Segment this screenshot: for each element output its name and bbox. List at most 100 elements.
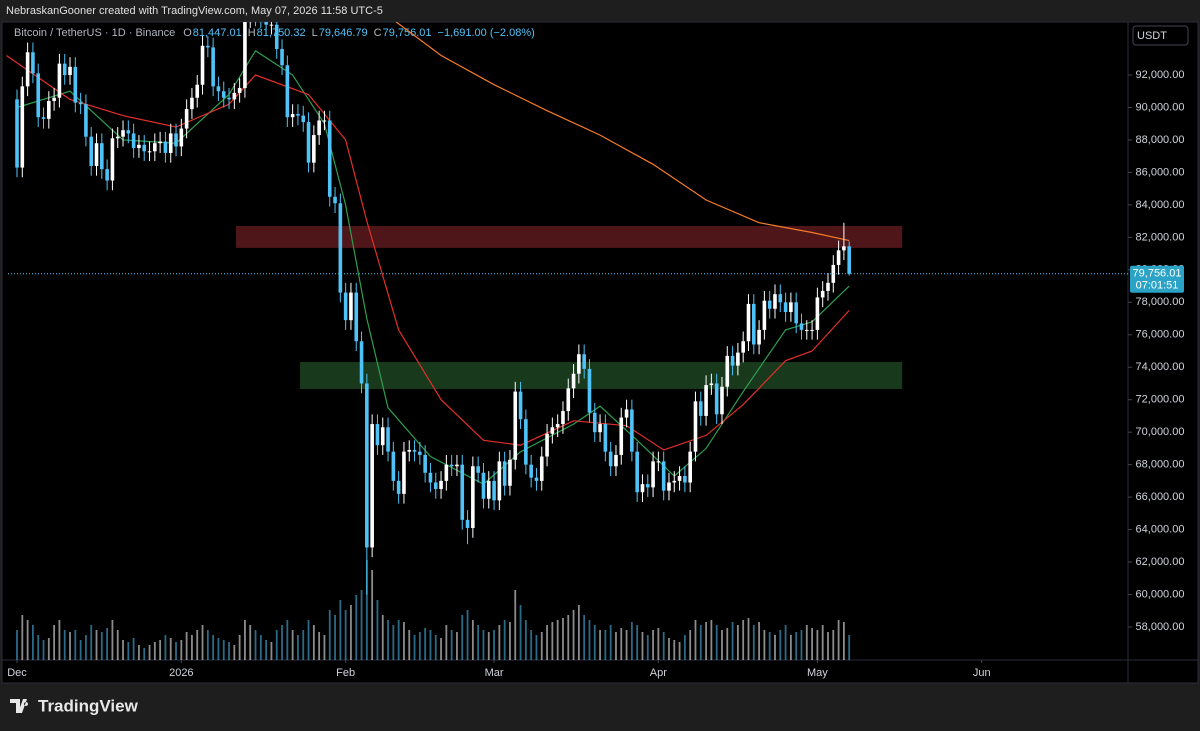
candle-body bbox=[534, 477, 539, 481]
candle-body bbox=[582, 354, 586, 369]
volume-bar bbox=[159, 640, 162, 660]
volume-bar bbox=[445, 625, 448, 660]
volume-bar bbox=[143, 648, 146, 660]
volume-bar bbox=[16, 630, 18, 660]
candle-body bbox=[184, 109, 189, 129]
volume-bar bbox=[286, 620, 289, 660]
volume-bar bbox=[95, 630, 98, 660]
volume-bar bbox=[747, 618, 750, 660]
candle-body bbox=[179, 128, 184, 147]
candle-body bbox=[423, 454, 427, 473]
volume-bar bbox=[79, 640, 82, 660]
candle-body bbox=[630, 409, 634, 452]
volume-bar bbox=[652, 630, 654, 660]
volume-bar bbox=[212, 635, 215, 660]
candle-body bbox=[396, 480, 401, 494]
candle-body bbox=[78, 102, 83, 105]
volume-bar bbox=[625, 630, 628, 660]
volume-bar bbox=[842, 622, 845, 660]
candle-body bbox=[810, 329, 814, 331]
candle-body bbox=[815, 297, 820, 330]
currency[interactable]: USDT bbox=[1137, 30, 1167, 42]
candle-body bbox=[545, 433, 549, 457]
candle-body bbox=[301, 115, 306, 123]
volume-bar bbox=[800, 630, 803, 660]
volume-bar bbox=[196, 630, 199, 660]
volume-bar bbox=[74, 630, 77, 660]
volume-bar bbox=[699, 625, 702, 660]
volume-bar bbox=[530, 630, 533, 660]
candle-body bbox=[619, 417, 624, 455]
volume-bar bbox=[805, 625, 808, 660]
candle-body bbox=[407, 450, 412, 452]
y-tick-label: 84,000.00 bbox=[1136, 199, 1185, 211]
volume-bar bbox=[185, 632, 188, 660]
y-tick-label: 88,000.00 bbox=[1136, 134, 1185, 146]
volume-bar bbox=[572, 610, 575, 660]
volume-bar bbox=[577, 605, 580, 660]
volume-bar bbox=[742, 620, 745, 660]
legend: Bitcoin / TetherUS · 1D · Binance O 81,447… bbox=[14, 27, 535, 39]
candle-body bbox=[767, 300, 772, 309]
currency-button[interactable] bbox=[1132, 25, 1189, 46]
candle-body bbox=[343, 292, 348, 321]
volume-bar bbox=[471, 620, 474, 660]
chart-panel bbox=[1, 21, 1199, 684]
candle-body bbox=[778, 294, 783, 303]
candle-body bbox=[508, 459, 512, 486]
volume-bar bbox=[795, 632, 798, 660]
candle-body bbox=[147, 151, 152, 153]
x-tick-label: May bbox=[807, 667, 828, 679]
candle-body bbox=[730, 355, 735, 366]
candle-body bbox=[820, 290, 825, 298]
volume-bar bbox=[461, 615, 464, 660]
candle-body bbox=[15, 99, 19, 168]
candle-body bbox=[651, 461, 655, 488]
candle-body bbox=[391, 451, 396, 481]
y-tick-label: 74,000.00 bbox=[1136, 361, 1185, 373]
volume-bar bbox=[668, 638, 670, 660]
candle-body bbox=[836, 250, 841, 265]
y-tick-label: 66,000.00 bbox=[1136, 491, 1185, 503]
logo bbox=[10, 699, 29, 713]
candle-body bbox=[306, 122, 311, 163]
y-tick-label: 72,000.00 bbox=[1136, 394, 1185, 406]
volume-bar bbox=[148, 645, 151, 660]
volume-bar bbox=[138, 645, 140, 660]
volume-bar bbox=[233, 645, 236, 660]
ohlc-letter: H bbox=[248, 27, 256, 39]
volume-bar bbox=[281, 625, 283, 660]
volume-bar bbox=[58, 620, 61, 660]
candle-body bbox=[121, 130, 125, 137]
change: −1,691.00 (−2.08%) bbox=[438, 27, 535, 39]
volume-bar bbox=[418, 632, 421, 660]
volume-bar bbox=[487, 632, 490, 660]
volume-bar bbox=[821, 625, 824, 660]
volume-bar bbox=[434, 635, 437, 660]
candle-body bbox=[667, 482, 671, 491]
candle-body bbox=[31, 52, 35, 74]
volume-bar bbox=[519, 605, 522, 660]
candle-body bbox=[635, 451, 639, 493]
candle-body bbox=[608, 451, 613, 467]
volume-bar bbox=[100, 632, 103, 660]
y-tick-label: 92,000.00 bbox=[1136, 69, 1185, 81]
volume-bar bbox=[556, 620, 559, 660]
candle-body bbox=[41, 117, 46, 119]
volume-bar bbox=[180, 640, 183, 660]
volume-bar bbox=[811, 628, 813, 660]
volume-bar bbox=[683, 635, 686, 660]
volume-bar bbox=[238, 635, 241, 660]
x-tick-label: Jun bbox=[973, 667, 991, 679]
candle-body bbox=[566, 388, 571, 412]
candle-body bbox=[704, 385, 708, 416]
volume-bar bbox=[413, 635, 416, 660]
candle-body bbox=[465, 519, 470, 528]
volume-bar bbox=[387, 620, 389, 660]
volume-bar bbox=[307, 620, 310, 660]
volume-bar bbox=[350, 605, 352, 660]
volume-bar bbox=[689, 630, 692, 660]
volume-bar bbox=[827, 632, 829, 660]
volume-bar bbox=[662, 632, 665, 660]
candle-body bbox=[57, 63, 62, 98]
